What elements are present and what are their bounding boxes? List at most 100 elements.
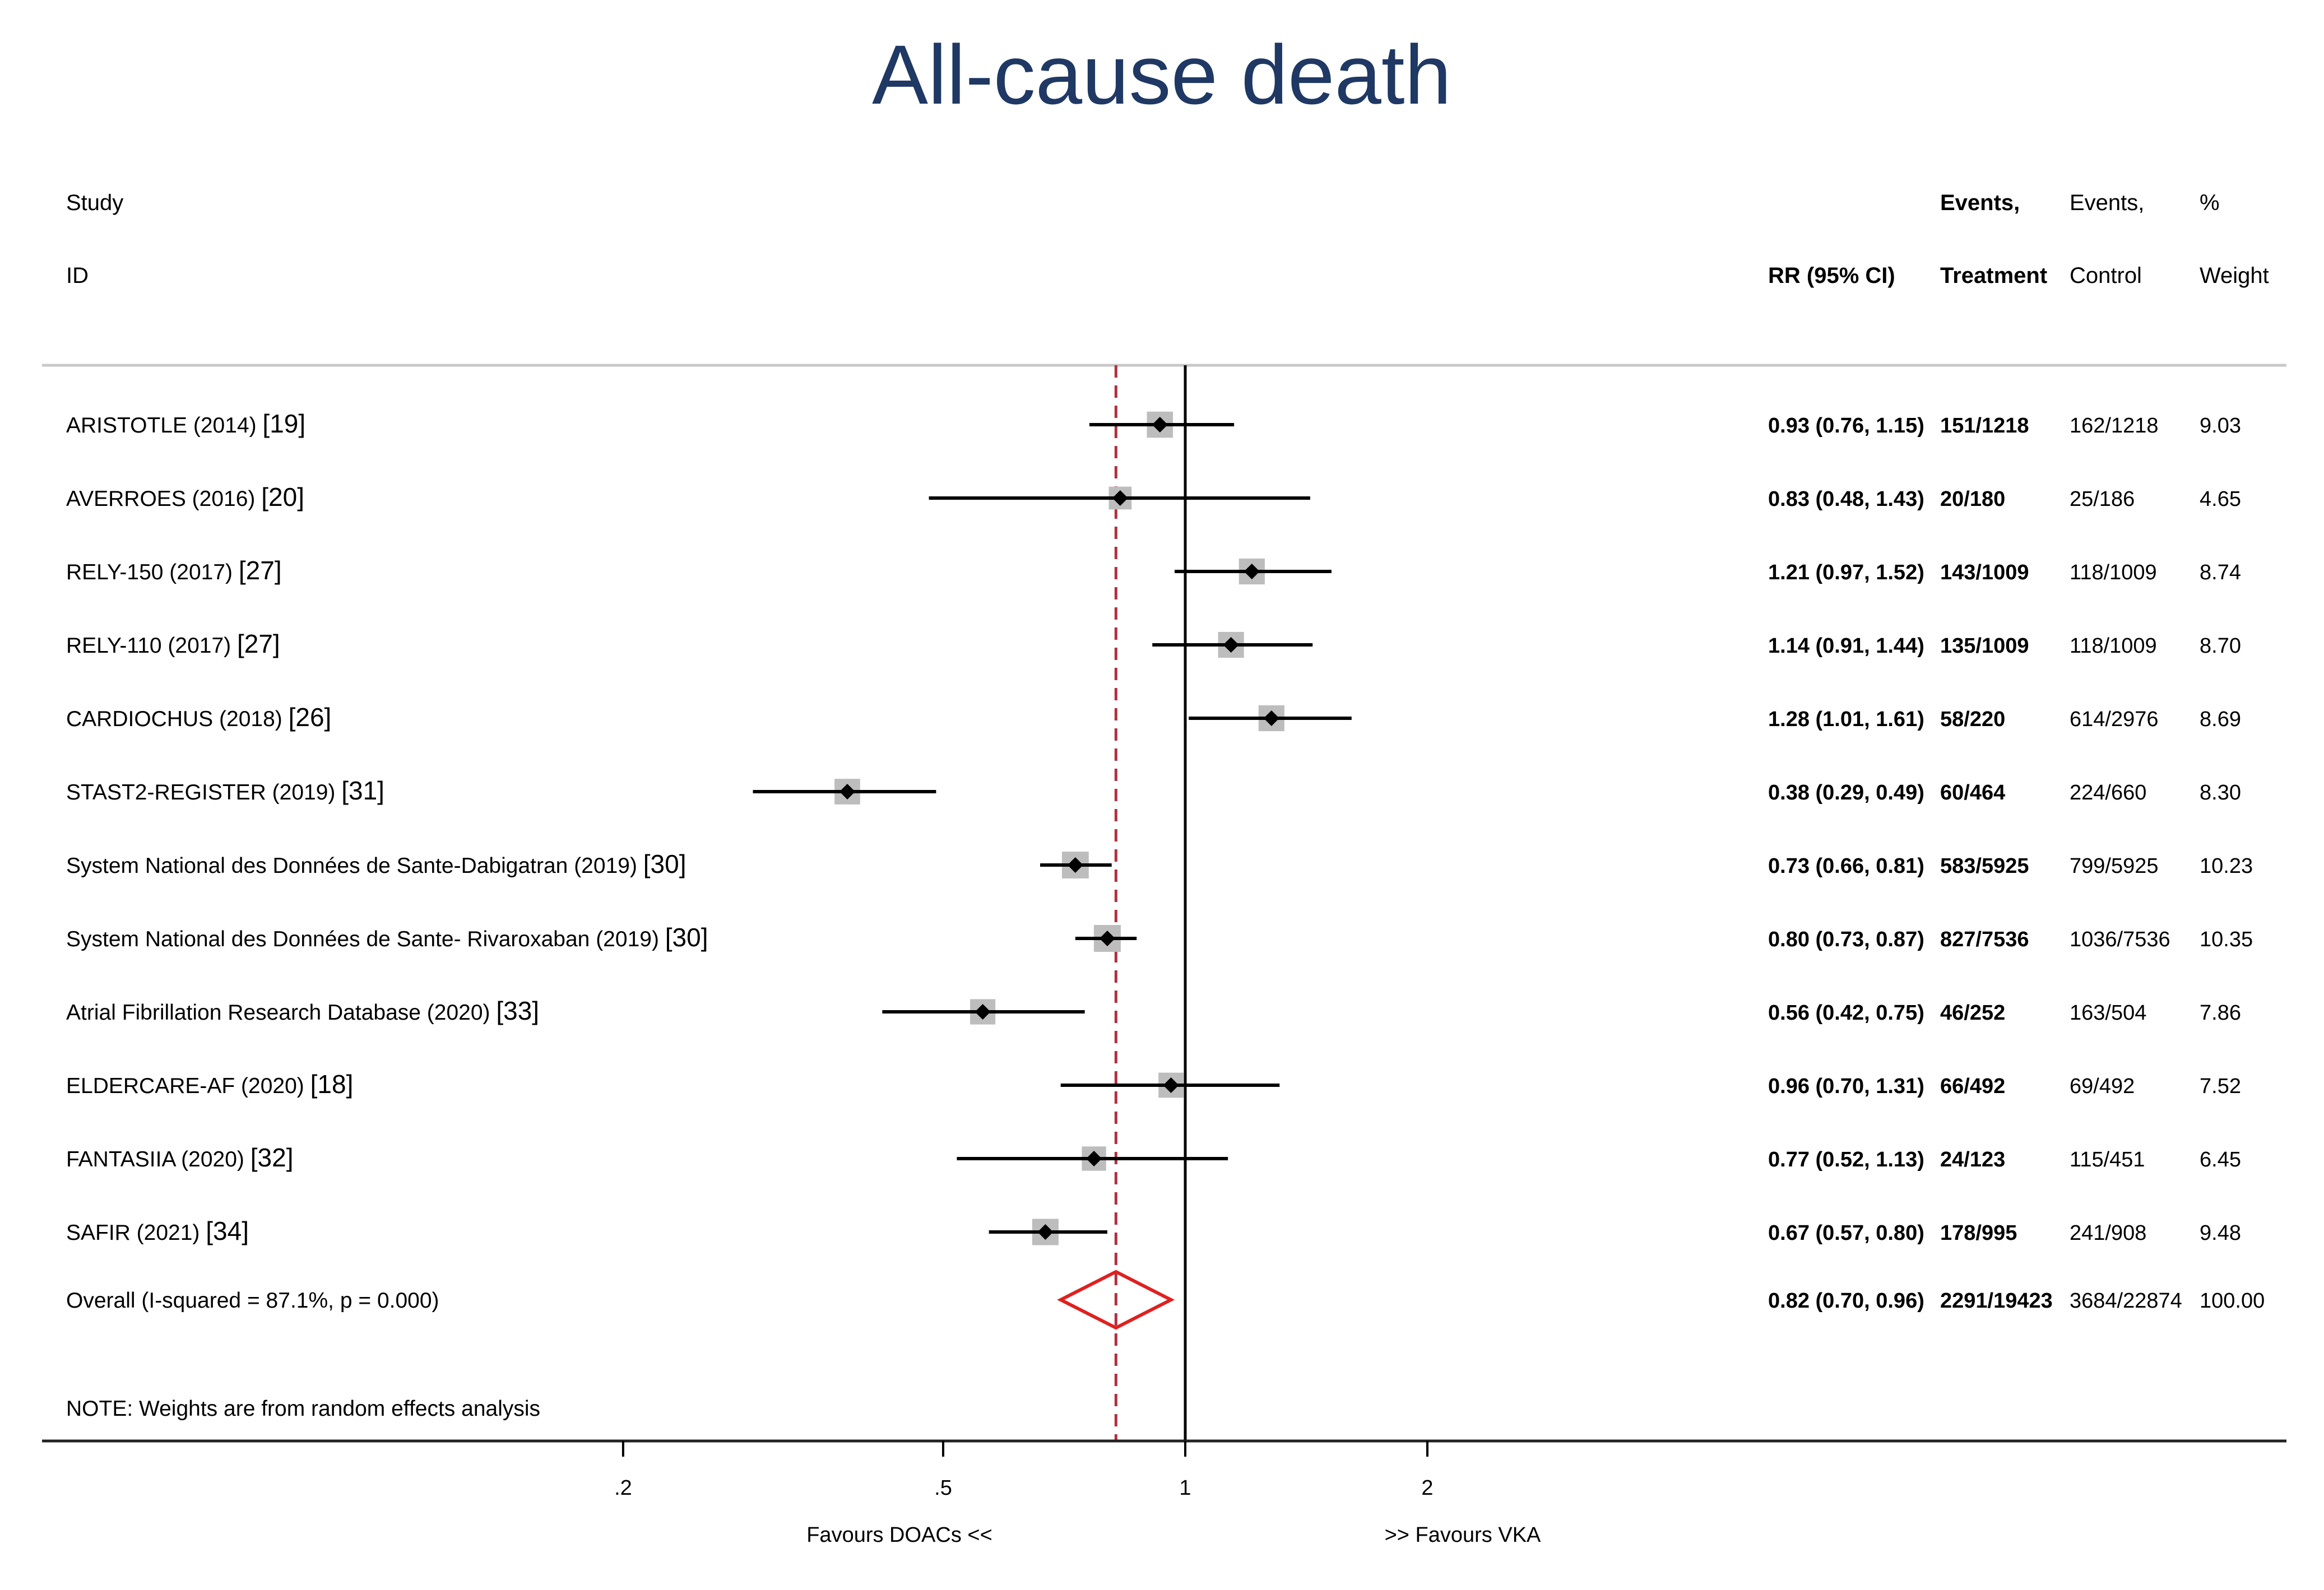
weight-percent: 8.30: [2200, 781, 2241, 805]
study-row: FANTASIIA (2020) [32] 0.77 (0.52, 1.13) 24…: [66, 1143, 2241, 1172]
overall-control: 3684/22874: [2070, 1289, 2182, 1313]
study-reference: [30]: [643, 849, 686, 878]
weight-percent: 9.48: [2200, 1221, 2241, 1245]
rr-ci-label: 0.93 (0.76, 1.15): [1768, 414, 1924, 438]
weight-percent: 6.45: [2200, 1148, 2241, 1171]
rr-ci-label: 0.80 (0.73, 0.87): [1768, 928, 1924, 951]
rr-ci-label: 1.14 (0.91, 1.44): [1768, 634, 1924, 658]
point-estimate: [1067, 857, 1083, 873]
events-treatment: 151/1218: [1940, 414, 2029, 438]
point-estimate: [1223, 637, 1239, 653]
header-weight-line2: Weight: [2200, 263, 2269, 288]
weights-note: NOTE: Weights are from random effects an…: [66, 1397, 540, 1421]
favours-right-label: >> Favours VKA: [1385, 1523, 1541, 1547]
study-reference: [19]: [262, 409, 305, 438]
events-treatment: 178/995: [1940, 1221, 2017, 1245]
study-row: System National des Données de Sante- Ri…: [66, 923, 2253, 952]
study-name-text: CARDIOCHUS (2018): [66, 707, 289, 731]
events-control: 25/186: [2070, 487, 2135, 511]
weight-percent: 7.86: [2200, 1001, 2241, 1025]
overall-rr: 0.82 (0.70, 0.96): [1768, 1289, 1924, 1313]
study-name-text: SAFIR (2021): [66, 1221, 206, 1245]
study-name: STAST2-REGISTER (2019) [31]: [66, 776, 384, 805]
rr-ci-label: 0.67 (0.57, 0.80): [1768, 1221, 1924, 1245]
point-estimate: [1037, 1224, 1054, 1240]
header-control-line2: Control: [2070, 263, 2142, 288]
chart-title: All-cause death: [872, 27, 1451, 122]
events-treatment: 583/5925: [1940, 854, 2029, 878]
study-reference: [32]: [251, 1143, 294, 1172]
header-control-line1: Events,: [2070, 190, 2144, 215]
events-control: 162/1218: [2070, 414, 2159, 438]
favours-left-label: Favours DOACs <<: [806, 1523, 992, 1547]
study-reference: [27]: [239, 556, 282, 585]
x-tick-label: 1: [1179, 1476, 1191, 1500]
point-estimate: [1152, 417, 1168, 433]
rr-ci-label: 0.96 (0.70, 1.31): [1768, 1075, 1924, 1098]
events-treatment: 135/1009: [1940, 634, 2029, 658]
events-treatment: 66/492: [1940, 1075, 2005, 1098]
point-estimate: [1244, 564, 1260, 579]
weight-percent: 10.35: [2200, 928, 2253, 951]
events-treatment: 60/464: [1940, 781, 2005, 805]
study-reference: [33]: [496, 996, 539, 1025]
weight-percent: 8.74: [2200, 561, 2241, 584]
events-control: 241/908: [2070, 1221, 2146, 1245]
study-name: CARDIOCHUS (2018) [26]: [66, 703, 331, 732]
events-treatment: 46/252: [1940, 1001, 2005, 1025]
study-reference: [26]: [289, 703, 332, 732]
point-estimate: [975, 1004, 991, 1020]
study-name: System National des Données de Sante-Dab…: [66, 849, 686, 878]
x-tick-label: .5: [934, 1476, 952, 1500]
events-treatment: 24/123: [1940, 1148, 2005, 1171]
study-row: AVERROES (2016) [20] 0.83 (0.48, 1.43) 20/…: [66, 482, 2241, 512]
study-reference: [31]: [341, 776, 384, 805]
study-name-text: AVERROES (2016): [66, 487, 261, 511]
header-treatment-line1: Events,: [1940, 190, 2020, 215]
point-estimate: [1099, 931, 1115, 946]
events-treatment: 143/1009: [1940, 561, 2029, 584]
study-row: SAFIR (2021) [34] 0.67 (0.57, 0.80) 178/99…: [66, 1216, 2241, 1245]
overall-label: Overall (I-squared = 87.1%, p = 0.000): [66, 1289, 439, 1313]
rr-ci-label: 1.28 (1.01, 1.61): [1768, 708, 1924, 731]
study-row: System National des Données de Sante-Dab…: [66, 849, 2253, 878]
study-name: RELY-150 (2017) [27]: [66, 556, 282, 585]
events-control: 799/5925: [2070, 854, 2159, 878]
study-row: RELY-150 (2017) [27] 1.21 (0.97, 1.52) 143…: [66, 556, 2241, 585]
study-row: RELY-110 (2017) [27] 1.14 (0.91, 1.44) 135…: [66, 629, 2241, 658]
rr-ci-label: 1.21 (0.97, 1.52): [1768, 561, 1924, 584]
study-name-text: ARISTOTLE (2014): [66, 413, 262, 438]
overall-weight: 100.00: [2200, 1289, 2265, 1313]
header-rr: RR (95% CI): [1768, 263, 1895, 288]
study-name-text: FANTASIIA (2020): [66, 1147, 251, 1171]
study-name-text: Atrial Fibrillation Research Database (2…: [66, 1001, 496, 1025]
study-reference: [34]: [206, 1216, 249, 1245]
events-control: 614/2976: [2070, 708, 2159, 731]
study-rows: ARISTOTLE (2014) [19] 0.93 (0.76, 1.15) 15…: [66, 409, 2253, 1245]
study-reference: [27]: [237, 629, 280, 658]
weight-percent: 7.52: [2200, 1075, 2241, 1098]
x-tick-label: .2: [614, 1476, 632, 1500]
rr-ci-label: 0.73 (0.66, 0.81): [1768, 854, 1924, 878]
header-weight-line1: %: [2200, 190, 2220, 215]
weight-percent: 4.65: [2200, 487, 2241, 511]
study-name: FANTASIIA (2020) [32]: [66, 1143, 293, 1172]
study-name: AVERROES (2016) [20]: [66, 482, 304, 512]
point-estimate: [1163, 1077, 1179, 1093]
study-name-text: RELY-110 (2017): [66, 634, 237, 658]
study-name-text: ELDERCARE-AF (2020): [66, 1074, 310, 1098]
overall-row: Overall (I-squared = 87.1%, p = 0.000) 0…: [66, 1270, 2265, 1330]
study-reference: [18]: [310, 1070, 354, 1099]
events-control: 118/1009: [2070, 634, 2157, 658]
study-name-text: STAST2-REGISTER (2019): [66, 780, 341, 805]
study-row: ELDERCARE-AF (2020) [18] 0.96 (0.70, 1.31…: [66, 1070, 2241, 1099]
study-reference: [20]: [261, 482, 304, 512]
x-tick-label: 2: [1421, 1476, 1433, 1500]
rr-ci-label: 0.56 (0.42, 0.75): [1768, 1001, 1924, 1025]
weight-percent: 10.23: [2200, 854, 2253, 878]
weight-percent: 8.70: [2200, 634, 2241, 658]
study-name: RELY-110 (2017) [27]: [66, 629, 280, 658]
study-row: STAST2-REGISTER (2019) [31] 0.38 (0.29, 0…: [66, 776, 2241, 805]
point-estimate: [839, 784, 855, 799]
